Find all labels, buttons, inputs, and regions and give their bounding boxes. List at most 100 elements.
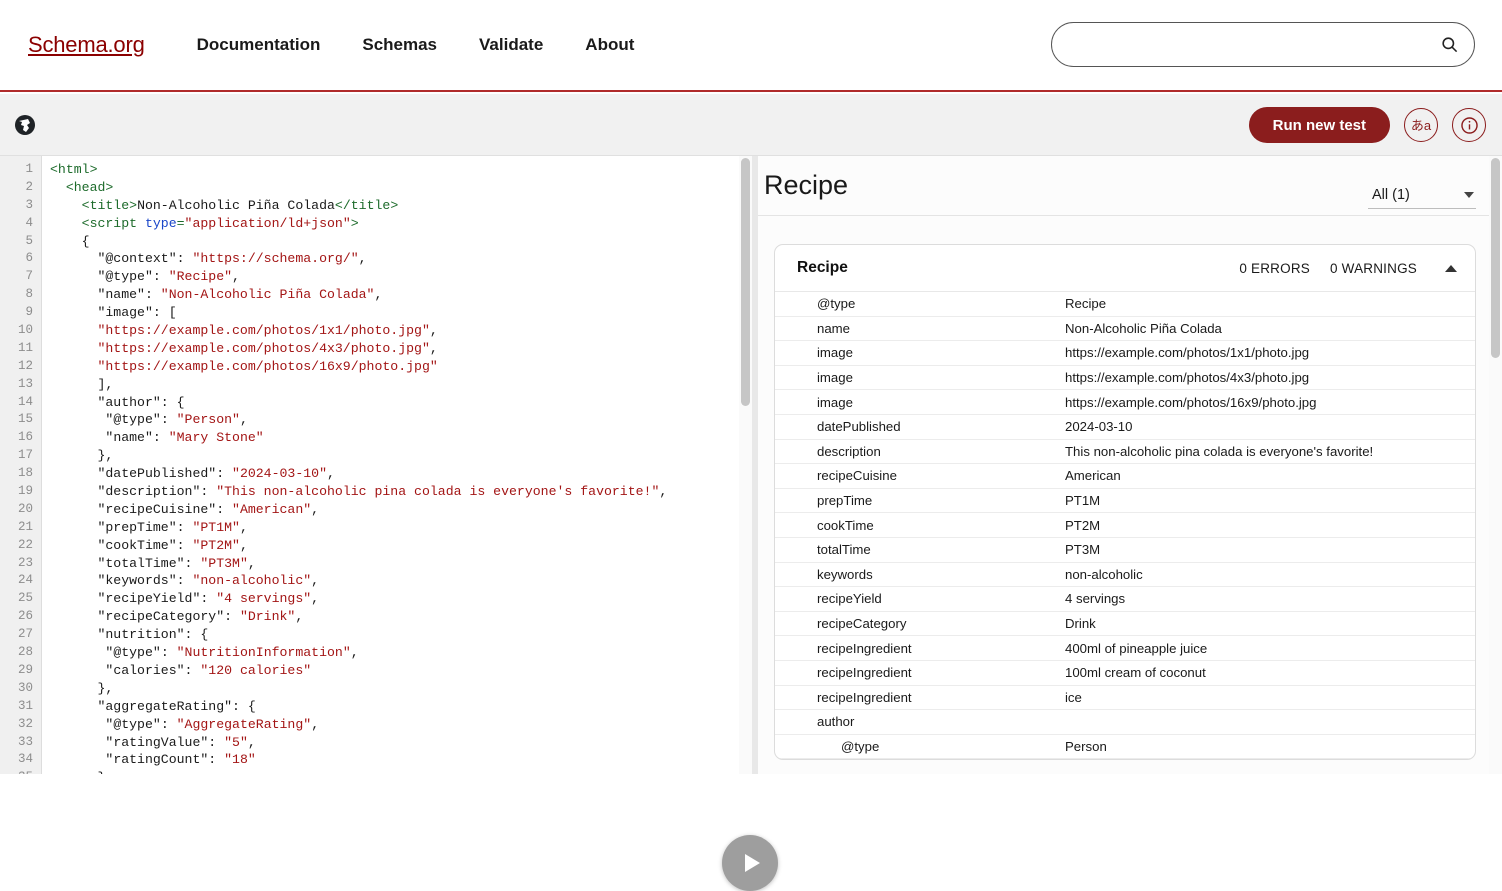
code-content[interactable]: <html> <head> <title>Non-Alcoholic Piña … xyxy=(42,156,742,774)
search-icon[interactable] xyxy=(1432,23,1466,66)
code-line[interactable]: "@type": "AggregateRating", xyxy=(42,716,742,734)
schema-org-logo[interactable]: Schema.org xyxy=(28,32,145,57)
line-number: 28 xyxy=(17,645,33,660)
code-line[interactable]: <head> xyxy=(42,179,742,197)
code-line[interactable]: "@context": "https://schema.org/", xyxy=(42,250,742,268)
chevron-up-icon[interactable] xyxy=(1445,264,1457,272)
code-token-pun xyxy=(50,538,97,553)
search-input[interactable] xyxy=(1052,23,1432,66)
code-line[interactable]: "nutrition": { xyxy=(42,626,742,644)
code-token-key: "keywords" xyxy=(97,573,177,589)
code-token-key: "image" xyxy=(97,305,153,321)
code-line[interactable]: "@type": "Recipe", xyxy=(42,268,742,286)
code-token-pun: : xyxy=(200,484,217,500)
code-token-pun xyxy=(50,699,97,714)
code-line[interactable]: "recipeCuisine": "American", xyxy=(42,501,742,519)
code-token-pun: : xyxy=(160,716,177,732)
table-row: totalTime PT3M xyxy=(775,538,1475,563)
table-row: cookTime PT2M xyxy=(775,513,1475,538)
nav-link-validate[interactable]: Validate xyxy=(479,35,544,54)
code-token-str: "Recipe" xyxy=(168,269,233,285)
code-line[interactable]: "cookTime": "PT2M", xyxy=(42,537,742,555)
line-number: 23 xyxy=(17,555,33,570)
search-box[interactable] xyxy=(1051,22,1475,67)
line-number: 14 xyxy=(17,394,33,409)
code-line[interactable]: "@type": "NutritionInformation", xyxy=(42,644,742,662)
results-filter-dropdown[interactable]: All (1) xyxy=(1368,187,1476,209)
table-row: name Non-Alcoholic Piña Colada xyxy=(775,317,1475,342)
results-scrollbar[interactable] xyxy=(1489,156,1502,774)
result-card-title: Recipe xyxy=(797,259,848,276)
code-line[interactable]: <html> xyxy=(42,161,742,179)
editor-scrollbar-thumb[interactable] xyxy=(741,158,750,406)
code-line[interactable]: "name": "Mary Stone" xyxy=(42,429,742,447)
nav-link-about[interactable]: About xyxy=(585,35,635,54)
code-token-pun: : xyxy=(216,466,233,482)
code-line[interactable]: "ratingValue": "5", xyxy=(42,734,742,752)
warnings-badge: 0 WARNINGS xyxy=(1329,260,1417,276)
code-line[interactable]: "https://example.com/photos/16x9/photo.j… xyxy=(42,358,742,376)
results-scrollbar-thumb[interactable] xyxy=(1491,158,1500,358)
table-row: recipeCuisine American xyxy=(775,464,1475,489)
code-line[interactable]: "name": "Non-Alcoholic Piña Colada", xyxy=(42,286,742,304)
code-line[interactable]: "totalTime": "PT3M", xyxy=(42,555,742,573)
code-line[interactable]: "author": { xyxy=(42,394,742,412)
code-line[interactable]: "image": [ xyxy=(42,304,742,322)
property-value: Person xyxy=(1065,738,1107,754)
code-line[interactable]: "keywords": "non-alcoholic", xyxy=(42,572,742,590)
code-line[interactable]: } xyxy=(42,769,742,774)
run-new-test-button[interactable]: Run new test xyxy=(1248,107,1390,143)
code-line[interactable]: "@type": "Person", xyxy=(42,411,742,429)
line-number: 26 xyxy=(17,609,33,624)
table-row: author xyxy=(775,710,1475,735)
code-token-key: "ratingValue" xyxy=(105,734,209,750)
info-icon[interactable] xyxy=(1452,108,1486,142)
code-token-pun: : xyxy=(176,251,193,267)
code-token-key: "@context" xyxy=(97,251,177,267)
code-line[interactable]: "recipeCategory": "Drink", xyxy=(42,608,742,626)
language-toggle-button[interactable]: あa xyxy=(1404,108,1438,142)
code-token-pun: { xyxy=(50,233,90,249)
property-value: 4 servings xyxy=(1065,591,1126,607)
code-line[interactable]: "datePublished": "2024-03-10", xyxy=(42,465,742,483)
code-token-str: "Mary Stone" xyxy=(168,430,264,446)
nav-link-documentation[interactable]: Documentation xyxy=(196,35,321,54)
code-line[interactable]: "https://example.com/photos/4x3/photo.jp… xyxy=(42,340,742,358)
code-line[interactable]: "prepTime": "PT1M", xyxy=(42,519,742,537)
code-token-pun xyxy=(50,663,105,678)
code-line[interactable]: ], xyxy=(42,376,742,394)
code-token-pun xyxy=(50,198,82,213)
code-line[interactable]: "description": "This non-alcoholic pina … xyxy=(42,483,742,501)
code-token-key: "datePublished" xyxy=(97,466,217,482)
property-value: Drink xyxy=(1065,616,1096,632)
code-token-pun: , xyxy=(239,537,248,553)
code-line[interactable]: "ratingCount": "18" xyxy=(42,751,742,769)
globe-icon[interactable] xyxy=(12,112,38,138)
code-line[interactable]: "recipeYield": "4 servings", xyxy=(42,590,742,608)
code-token-str: "4 servings" xyxy=(216,591,312,607)
code-line[interactable]: "aggregateRating": { xyxy=(42,698,742,716)
line-number: 35 xyxy=(0,769,41,774)
code-token-str: "Person" xyxy=(176,412,240,428)
table-row: recipeIngredient ice xyxy=(775,686,1475,711)
result-card-header[interactable]: Recipe 0 ERRORS 0 WARNINGS xyxy=(775,245,1475,292)
play-icon[interactable] xyxy=(722,835,778,891)
panel-splitter[interactable] xyxy=(752,156,758,774)
code-token-pun xyxy=(50,609,97,624)
code-token-key: "ratingCount" xyxy=(105,752,209,768)
editor-scrollbar[interactable] xyxy=(739,156,752,774)
code-line[interactable]: <title>Non-Alcoholic Piña Colada</title> xyxy=(42,197,742,215)
code-line[interactable]: }, xyxy=(42,680,742,698)
code-line[interactable]: }, xyxy=(42,447,742,465)
code-line[interactable]: { xyxy=(42,233,742,251)
code-line[interactable]: "calories": "120 calories" xyxy=(42,662,742,680)
code-token-key: "@type" xyxy=(97,269,153,285)
code-token-str: "non-alcoholic" xyxy=(192,573,312,589)
code-line[interactable]: <script type="application/ld+json"> xyxy=(42,215,742,233)
code-line[interactable]: "https://example.com/photos/1x1/photo.jp… xyxy=(42,322,742,340)
code-editor-panel[interactable]: 1 2 3 4 5 6 7 8 9 10 11 12 13 14 15 16 17 18 19 20 21 22 23 24 2… xyxy=(0,156,752,774)
nav-link-schemas[interactable]: Schemas xyxy=(362,35,438,54)
code-token-pun: , xyxy=(247,734,256,750)
code-token-tag: <html> xyxy=(50,162,98,177)
property-value: https://example.com/photos/16x9/photo.jp… xyxy=(1065,394,1317,410)
